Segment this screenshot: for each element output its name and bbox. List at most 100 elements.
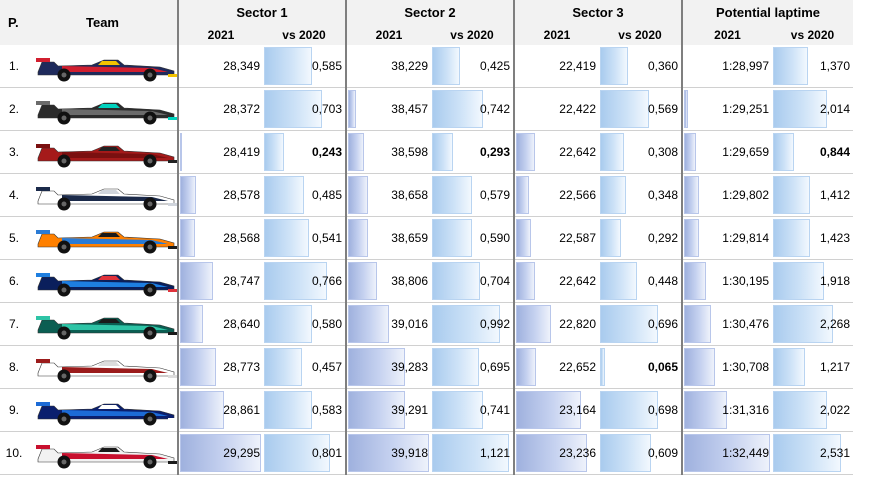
position-cell: 10.	[0, 431, 28, 475]
time-databar	[684, 305, 711, 343]
delta-databar	[432, 305, 500, 343]
time-2021-cell-s3: 22,820	[513, 302, 599, 346]
subheader-vs-2020: vs 2020	[282, 28, 326, 42]
vs-2020-cell-s2d: 0,425	[431, 45, 514, 88]
subheader-vs-2020: vs 2020	[618, 28, 662, 42]
table-row: 9. 28,861 0,583 39,291 0,741 23,164 0,698 1:31,…	[0, 388, 853, 432]
vs-2020-cell-s1d: 0,485	[263, 173, 346, 217]
cell-value: 23,236	[559, 446, 596, 460]
team-car-cell	[28, 431, 178, 475]
delta-databar	[600, 47, 628, 85]
cell-value: 28,773	[223, 360, 260, 374]
cell-value: 38,457	[391, 102, 428, 116]
delta-databar	[432, 391, 483, 429]
team-car-cell	[28, 302, 178, 346]
vs-2020-cell-s2d: 0,742	[431, 87, 514, 131]
position-cell: 3.	[0, 130, 28, 174]
vs-2020-cell-s1d: 0,457	[263, 345, 346, 389]
cell-value: 22,587	[559, 231, 596, 245]
vs-2020-cell-s2d: 0,590	[431, 216, 514, 260]
time-2021-cell-s1: 28,773	[177, 345, 263, 389]
subheader-2021: 2021	[177, 25, 263, 45]
position-cell: 2.	[0, 87, 28, 131]
mercedes-car	[36, 101, 178, 125]
alfa-romeo-car	[36, 359, 178, 383]
time-databar	[180, 305, 203, 343]
time-2021-cell-s2: 38,659	[345, 216, 431, 260]
team-car-cell	[28, 87, 178, 131]
cell-value: 0,579	[479, 188, 510, 202]
delta-databar	[773, 262, 824, 300]
cell-value: 1:32,449	[722, 446, 769, 460]
team-car-cell	[28, 130, 178, 174]
delta-databar	[432, 133, 453, 171]
delta-databar	[600, 262, 637, 300]
haas-car	[36, 445, 178, 469]
team-car-cell	[28, 216, 178, 260]
vs-2020-cell-s3d: 0,292	[599, 216, 682, 260]
header-team: Team	[86, 15, 119, 30]
table-row: 4. 28,578 0,485 38,658 0,579 22,566 0,348 1:29,…	[0, 173, 853, 217]
delta-databar	[773, 176, 810, 214]
cell-value: 1,217	[819, 360, 850, 374]
delta-databar	[773, 348, 805, 386]
time-2021-cell-s3: 22,422	[513, 87, 599, 131]
delta-databar	[600, 133, 624, 171]
cell-value: 0,609	[647, 446, 678, 460]
time-databar	[180, 391, 224, 429]
time-2021-cell-s1: 28,578	[177, 173, 263, 217]
cell-value: 1,423	[819, 231, 850, 245]
vs-2020-cell-s2d: 1,121	[431, 431, 514, 475]
table-row: 1. 28,349 0,585 38,229 0,425 22,419 0,360 1:28,…	[0, 45, 853, 88]
delta-databar	[264, 219, 309, 257]
time-databar	[180, 434, 261, 472]
time-databar	[516, 133, 535, 171]
mclaren-car	[36, 230, 178, 254]
cell-value: 23,164	[559, 403, 596, 417]
cell-value: 0,293	[479, 145, 510, 159]
vs-2020-cell-s1d: 0,580	[263, 302, 346, 346]
delta-databar	[600, 176, 626, 214]
time-2021-cell-s3: 22,652	[513, 345, 599, 389]
time-2021-cell-s3: 23,236	[513, 431, 599, 475]
cell-value: 0,065	[647, 360, 678, 374]
time-databar	[348, 219, 368, 257]
cell-value: 1:29,814	[722, 231, 769, 245]
delta-databar	[773, 90, 827, 128]
delta-databar	[432, 47, 460, 85]
vs-2020-cell-s1d: 0,703	[263, 87, 346, 131]
cell-value: 0,698	[647, 403, 678, 417]
table-row: 2. 28,372 0,703 38,457 0,742 22,422 0,569 1:29,…	[0, 87, 853, 131]
cell-value: 2,531	[819, 446, 850, 460]
time-databar	[684, 176, 699, 214]
position-cell: 1.	[0, 45, 28, 88]
cell-value: 22,820	[559, 317, 596, 331]
alphatauri-car	[36, 187, 178, 211]
table-row: 3. 28,419 0,243 38,598 0,293 22,642 0,308 1:29,…	[0, 130, 853, 174]
time-databar	[684, 262, 706, 300]
cell-value: 28,861	[223, 403, 260, 417]
team-car-cell	[28, 45, 178, 88]
subheader-2021: 2021	[681, 25, 772, 45]
cell-value: 0,992	[479, 317, 510, 331]
time-2021-cell-s3: 22,642	[513, 130, 599, 174]
cell-value: 39,016	[391, 317, 428, 331]
position-cell: 7.	[0, 302, 28, 346]
time-2021-cell-s2: 39,918	[345, 431, 431, 475]
time-databar	[684, 219, 699, 257]
cell-value: 1:29,251	[722, 102, 769, 116]
cell-value: 2,268	[819, 317, 850, 331]
vs-2020-cell-s3d: 0,348	[599, 173, 682, 217]
williams-car	[36, 402, 178, 426]
time-databar	[516, 348, 536, 386]
time-2021-cell-lt: 1:29,814	[681, 216, 772, 260]
vs-2020-cell-ltd: 1,423	[772, 216, 853, 260]
time-2021-cell-lt: 1:30,195	[681, 259, 772, 303]
position-cell: 6.	[0, 259, 28, 303]
time-databar	[180, 348, 216, 386]
cell-value: 28,568	[223, 231, 260, 245]
delta-databar	[773, 305, 833, 343]
header-sector-2: Sector 2	[345, 0, 514, 25]
delta-databar	[773, 47, 808, 85]
delta-databar	[264, 176, 304, 214]
